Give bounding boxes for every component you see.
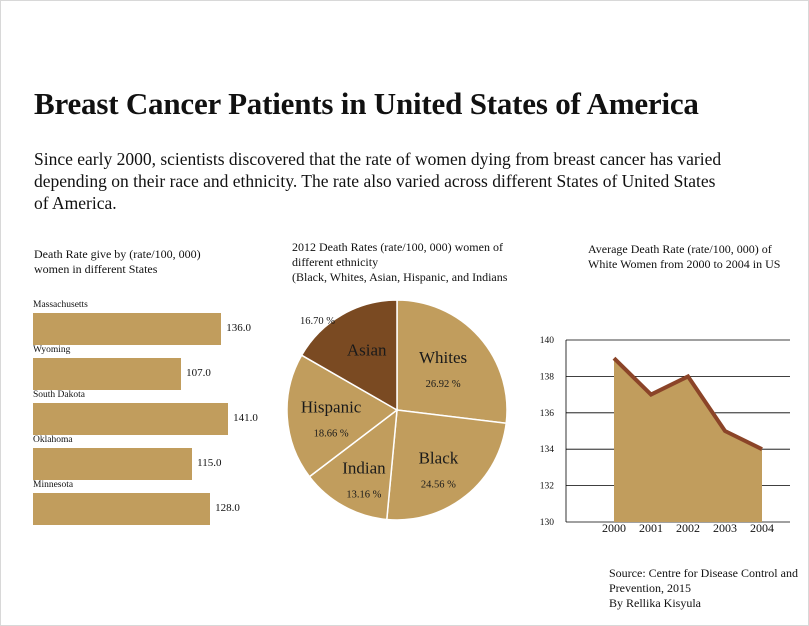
pie-slice-name: Black [419,448,459,467]
bar-category-label: Wyoming [33,345,71,355]
pie-slice [300,299,398,412]
area-chart-title-line1: Average Death Rate (rate/100, 000) of [588,242,772,256]
area-chart-title: Average Death Rate (rate/100, 000) of Wh… [588,242,788,272]
area-chart: 130 132 134 136 138 140 2000 2001 2002 2003 2004 [540,336,790,535]
pie-slice-name: Indian [342,459,386,478]
bar-category-label: Oklahoma [33,435,73,445]
x-tick-label: 2001 [639,521,663,535]
bar-chart: Massachusetts 136.0 Wyoming 107.0 South Dako… [33,300,283,530]
bar-category-label: Minnesota [33,480,74,490]
x-tick-label: 2002 [676,521,700,535]
pie-chart-title-line1: 2012 Death Rates (rate/100, 000) women o… [292,240,503,254]
bar-value-label: 115.0 [197,457,222,469]
pie-slice-percent: 13.16 % [346,490,381,501]
bar-category-label: Massachusetts [33,300,88,310]
bar [33,358,182,390]
bar-chart-title-line1: Death Rate give by (rate/100, 000) [34,247,201,261]
bar-group: Minnesota 128.0 [33,480,283,525]
pie-slice [396,299,508,425]
bar-group: South Dakota 141.0 [33,390,283,435]
bar-value-label: 128.0 [215,502,240,514]
bar-category-label: South Dakota [33,390,85,400]
x-tick-label: 2003 [713,521,737,535]
page-title: Breast Cancer Patients in United States … [34,86,699,121]
y-tick-label: 138 [540,372,555,382]
pie-slice [385,409,508,521]
bar-value-label: 141.0 [233,412,258,424]
pie-chart-title-line2: different ethnicity [292,255,379,269]
bar-value-label: 107.0 [186,367,211,379]
source-line2: Prevention, 2015 [609,581,691,595]
pie-slice-percent: 26.92 % [426,379,461,390]
y-tick-label: 130 [540,518,555,528]
bar-chart-title: Death Rate give by (rate/100, 000) women… [34,247,234,277]
author-line: By Rellika Kisyula [609,596,701,610]
pie-slice-percent: 16.70 % [300,316,335,327]
area-fill [614,358,762,522]
bar-group: Wyoming 107.0 [33,345,283,390]
bar [33,448,193,480]
pie-slice-name: Hispanic [301,397,362,416]
bar [33,313,222,345]
intro-paragraph: Since early 2000, scientists discovered … [34,149,722,213]
x-tick-label: 2000 [602,521,626,535]
bar-chart-title-line2: women in different States [34,262,158,276]
pie-chart-title-line3: (Black, Whites, Asian, Hispanic, and Ind… [292,270,508,284]
source-note: Source: Centre for Disease Control and P… [609,566,809,611]
bar [33,493,211,525]
pie-slice [308,408,398,521]
bar-value-label: 136.0 [226,322,251,334]
source-line1: Source: Centre for Disease Control and [609,566,798,580]
x-tick-label: 2004 [750,521,774,535]
pie-slice-percent: 24.56 % [421,479,456,490]
bar-group: Oklahoma 115.0 [33,435,283,480]
y-tick-label: 140 [540,336,555,346]
pie-slice-name: Whites [419,348,467,367]
pie-chart: Whites 26.92 % Black 24.56 % Indian 13.16 % Hi… [286,299,508,521]
pie-slice-name: Asian [347,341,387,360]
y-tick-label: 134 [540,445,555,455]
area-series-line [612,356,763,451]
area-chart-title-line2: White Women from 2000 to 2004 in US [588,257,781,271]
y-tick-label: 132 [540,482,555,492]
bar [33,403,229,435]
y-tick-label: 136 [540,409,555,419]
bar-group: Massachusetts 136.0 [33,300,283,345]
pie-slice [286,354,399,478]
pie-slice-percent: 18.66 % [314,428,349,439]
pie-chart-title: 2012 Death Rates (rate/100, 000) women o… [292,240,522,285]
